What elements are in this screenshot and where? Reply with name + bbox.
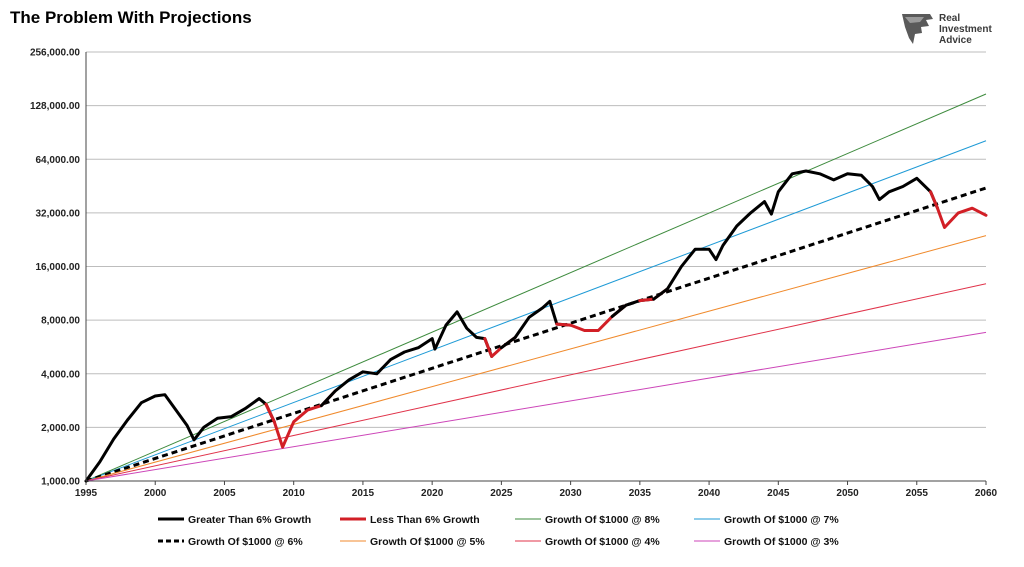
y-tick-label: 256,000.00 <box>30 48 80 59</box>
x-tick-label: 2040 <box>698 488 721 499</box>
growth-line-8pct <box>85 93 987 482</box>
market-series <box>84 169 988 483</box>
x-tick-label: 1995 <box>75 488 98 499</box>
y-tick-label: 2,000.00 <box>41 423 80 434</box>
x-tick-label: 2030 <box>559 488 582 499</box>
axes <box>85 52 986 482</box>
growth-lines <box>85 93 987 483</box>
x-tick-label: 2025 <box>490 488 513 499</box>
growth-line-4pct <box>85 283 987 482</box>
growth-line-5pct <box>85 235 987 482</box>
market-segment-above <box>319 310 494 408</box>
market-segment-below <box>929 190 988 229</box>
x-tick-label: 2060 <box>975 488 998 499</box>
legend-label: Growth Of $1000 @ 3% <box>724 536 839 548</box>
x-tick-label: 2020 <box>421 488 444 499</box>
brand-line-2: Investment <box>939 24 992 35</box>
market-segment-above <box>652 169 939 301</box>
legend-label: Growth Of $1000 @ 7% <box>724 514 839 526</box>
brand-logo: Real Investment Advice <box>902 13 992 46</box>
x-axis-tick-labels: 1995 2000 2005 2010 2015 2020 2025 2030 2035 2040… <box>75 481 998 499</box>
x-tick-label: 2005 <box>213 488 236 499</box>
eagle-logo-highlight <box>905 17 924 23</box>
x-tick-label: 2015 <box>352 488 375 499</box>
x-tick-label: 2050 <box>836 488 859 499</box>
y-tick-label: 4,000.00 <box>41 369 80 380</box>
legend-label: Less Than 6% Growth <box>370 514 480 526</box>
market-segment-above <box>84 393 276 483</box>
legend: Greater Than 6% Growth Less Than 6% Growt… <box>158 514 839 548</box>
y-tick-label: 64,000.00 <box>36 155 81 166</box>
legend-label: Growth Of $1000 @ 4% <box>545 536 660 548</box>
legend-label: Growth Of $1000 @ 5% <box>370 536 485 548</box>
growth-line-3pct <box>85 331 987 482</box>
y-tick-label: 32,000.00 <box>36 208 81 219</box>
x-tick-label: 2035 <box>629 488 652 499</box>
y-tick-label: 128,000.00 <box>30 101 80 112</box>
y-tick-label: 8,000.00 <box>41 316 80 327</box>
x-tick-label: 2045 <box>767 488 790 499</box>
x-tick-label: 2010 <box>283 488 306 499</box>
chart-title: The Problem With Projections <box>10 8 252 27</box>
brand-line-3: Advice <box>939 35 972 46</box>
x-tick-label: 2000 <box>144 488 167 499</box>
y-axis-tick-labels: 1,000.00 2,000.00 4,000.00 8,000.00 16,000.0… <box>30 48 80 488</box>
brand-line-1: Real <box>939 13 960 24</box>
legend-label: Greater Than 6% Growth <box>188 514 311 526</box>
x-tick-label: 2055 <box>906 488 929 499</box>
legend-label: Growth Of $1000 @ 8% <box>545 514 660 526</box>
legend-label: Growth Of $1000 @ 6% <box>188 536 303 548</box>
y-tick-label: 1,000.00 <box>41 477 80 488</box>
y-tick-label: 16,000.00 <box>36 262 81 273</box>
growth-line-6pct <box>85 186 987 483</box>
